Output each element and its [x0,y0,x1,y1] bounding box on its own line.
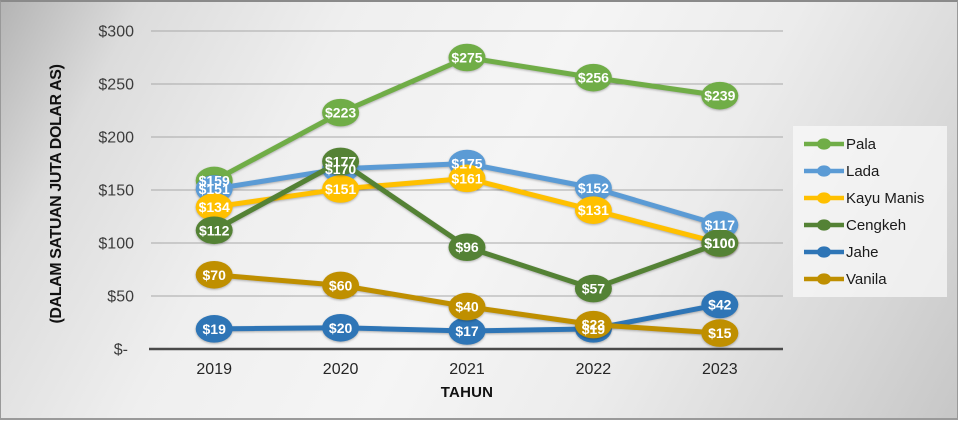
data-label: $96 [455,239,479,255]
y-tick-label: $- [114,342,128,359]
data-point-marker [195,261,233,289]
data-label: $152 [578,180,609,196]
y-tick-label: $250 [98,77,134,94]
data-label: $117 [705,217,736,233]
data-point-marker [448,317,486,345]
x-axis-title: TAHUN [440,384,494,401]
y-tick-label: $200 [98,130,134,147]
data-point-marker [322,271,360,300]
data-label: $57 [582,281,606,297]
legend-label: Kayu Manis [846,189,925,207]
y-tick-label: $150 [98,183,134,200]
data-label: $112 [199,222,230,238]
legend-item-vanila: Vanila [803,268,943,290]
data-label: $256 [578,70,609,86]
legend-label: Vanila [846,270,887,288]
data-label: $100 [704,235,735,251]
data-label: $60 [329,277,353,293]
legend-line-marker-icon [804,165,844,177]
data-label: $170 [325,161,356,177]
data-label: $70 [203,267,227,283]
legend-label: Lada [846,162,880,180]
data-label: $175 [451,156,482,172]
data-label: $15 [708,325,732,341]
data-label: $19 [203,321,227,337]
data-point-marker [195,315,233,343]
data-point-marker [574,310,612,339]
x-tick-label: 2020 [323,361,359,378]
data-point-marker [322,175,360,203]
legend-item-lada: Lada [803,160,943,182]
data-point-marker [701,290,739,319]
y-tick-label: $50 [107,289,134,306]
y-axis-title: (DALAM SATUAN JUTA DOLAR AS) [48,64,65,324]
legend-line-marker-icon [804,138,844,150]
legend: Pala Lada Kayu Manis Cengkeh Jahe Vanila [793,126,947,297]
legend-item-cengkeh: Cengkeh [803,214,943,236]
data-label: $223 [325,105,356,121]
data-label: $19 [582,321,606,337]
data-label: $177 [325,153,356,169]
series-cengkeh [195,147,739,303]
legend-line-marker-icon [804,219,844,231]
data-label: $151 [199,181,230,197]
data-point-marker [701,229,739,257]
legend-label: Pala [846,135,877,153]
data-label: $42 [708,296,732,312]
data-point-marker [701,81,739,110]
data-label: $23 [582,317,606,333]
data-label: $275 [451,50,482,66]
x-tick-label: 2021 [449,361,485,378]
legend-line-marker-icon [804,246,844,258]
data-point-marker [195,193,233,221]
legend-line-marker-icon [804,273,844,285]
legend-item-jahe: Jahe [803,241,943,263]
data-label: $134 [199,199,230,215]
data-label: $151 [325,181,356,197]
data-label: $131 [578,202,609,218]
data-point-marker [574,174,612,202]
y-tick-label: $300 [98,24,134,41]
x-tick-label: 2023 [702,361,738,378]
data-point-marker [322,98,360,127]
data-label: $159 [199,172,230,188]
data-point-marker [574,196,612,224]
data-point-marker [574,274,612,303]
data-label: $100 [704,235,735,251]
data-label: $239 [704,88,735,104]
data-point-marker [322,314,360,342]
data-point-marker [701,319,739,347]
x-tick-label: 2019 [196,361,232,378]
data-label: $161 [451,170,482,186]
data-point-marker [448,233,486,262]
data-label: $17 [455,323,479,339]
data-point-marker [195,216,233,245]
data-point-marker [448,43,486,72]
y-tick-label: $100 [98,236,134,253]
legend-item-pala: Pala [803,133,943,155]
series-vanila [195,261,739,347]
legend-line-marker-icon [804,192,844,204]
data-point-marker [448,292,486,321]
legend-label: Cengkeh [846,216,907,234]
legend-label: Jahe [846,243,879,261]
data-point-marker [448,164,486,193]
data-point-marker [574,63,612,92]
x-tick-label: 2022 [576,361,612,378]
data-point-marker [322,147,360,176]
data-label: $20 [329,320,353,336]
data-label: $40 [455,299,479,315]
legend-item-kayu-manis: Kayu Manis [803,187,943,209]
